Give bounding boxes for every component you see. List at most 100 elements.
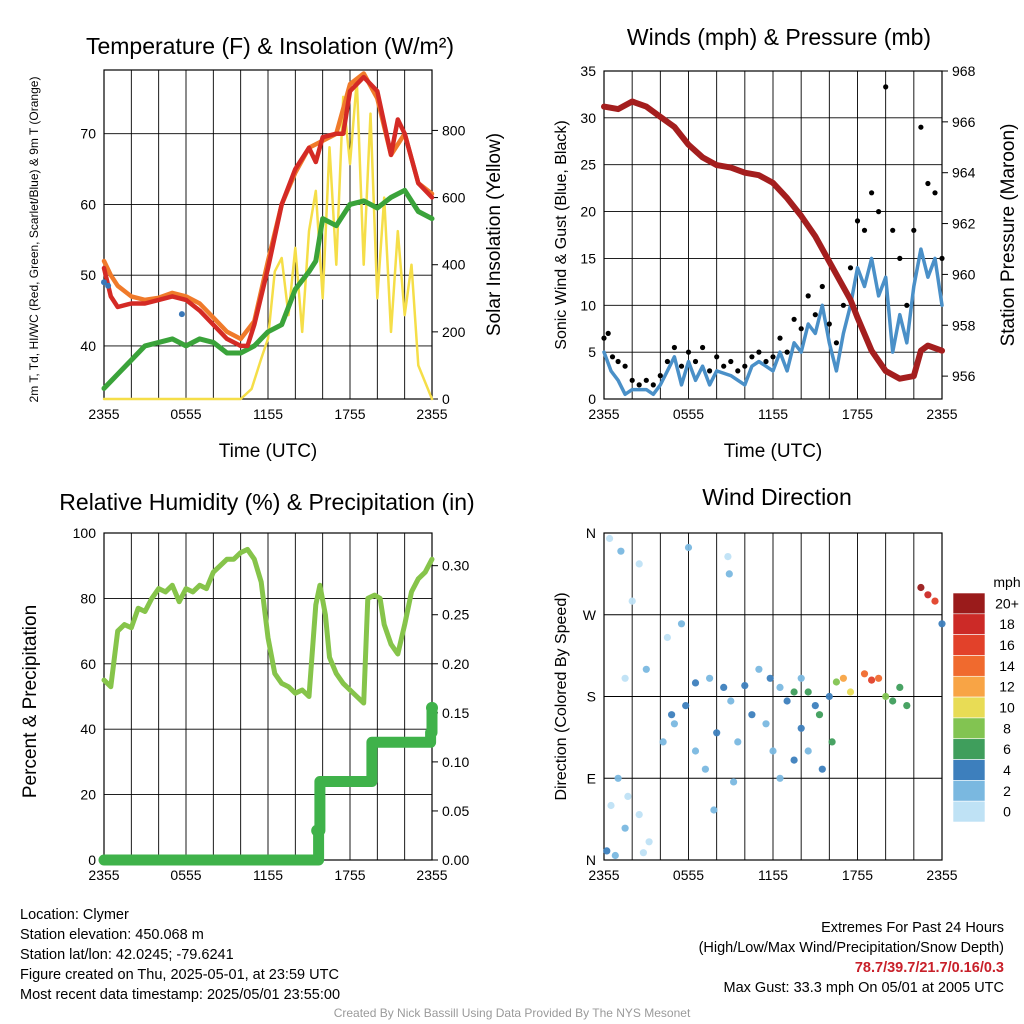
x-tick-label: 0555 — [170, 406, 201, 422]
data-point-gust — [763, 358, 769, 365]
legend-swatch — [952, 800, 986, 823]
wind-direction-point — [825, 692, 833, 701]
data-point-gust — [749, 354, 755, 360]
legend-label: 0 — [1003, 804, 1011, 820]
legend-title: mph — [993, 574, 1020, 590]
y-tick-label-right: 0.15 — [442, 705, 469, 721]
y-tick-label-right: 0 — [442, 391, 450, 407]
wind-direction-point — [797, 674, 805, 682]
y-tick-label-left: 70 — [80, 126, 96, 142]
data-point-hi-wc — [105, 282, 112, 289]
data-point-gust — [636, 382, 642, 388]
series-line-relative-humidity — [101, 546, 435, 706]
wind-direction-point — [677, 620, 686, 628]
wind-direction-point — [741, 682, 749, 690]
data-point-gust — [876, 209, 882, 215]
y-tick-label-left: 15 — [580, 250, 596, 266]
wind-direction-point — [734, 738, 742, 746]
legend-label: 12 — [999, 679, 1015, 695]
y-tick-label-left: 30 — [580, 110, 596, 126]
y-tick-label-left: N — [586, 852, 596, 868]
legend-swatch — [952, 696, 986, 719]
data-point-gust — [756, 349, 762, 355]
wind-direction-point — [783, 697, 791, 705]
wind-direction-point — [839, 674, 848, 682]
extremes-values: 78.7/39.7/21.7/0.16/0.3 — [854, 960, 1004, 976]
legend-label: 8 — [1003, 720, 1011, 736]
wind-direction-point — [730, 778, 738, 786]
wind-direction-point — [706, 674, 714, 682]
wind-direction-point — [818, 765, 826, 773]
legend-swatch — [952, 613, 986, 635]
wind-direction-point — [790, 756, 798, 764]
series-line-sonic-wind — [602, 247, 944, 397]
wind-direction-point — [635, 811, 643, 819]
data-point-precipitation — [311, 824, 324, 837]
x-tick-label: 2355 — [88, 406, 119, 422]
data-point-hi-wc — [101, 279, 107, 286]
data-point-gust — [932, 190, 938, 196]
data-point-gust — [897, 255, 903, 261]
wind-direction-point — [628, 597, 636, 605]
wind-direction-point — [828, 738, 836, 746]
y-tick-label-left: 0 — [588, 391, 596, 407]
data-point-gust — [883, 84, 889, 90]
station-elevation: Station elevation: 450.068 m — [20, 927, 204, 943]
y-tick-label-left: 0 — [88, 852, 96, 868]
y-tick-label-right: 800 — [442, 122, 466, 138]
y-tick-label-right: 958 — [952, 317, 976, 333]
y-tick-label-right: 968 — [952, 63, 976, 79]
wind-direction-point — [938, 620, 946, 628]
wind-direction-point — [776, 774, 784, 782]
wind-direction-point — [724, 553, 732, 561]
y-tick-label-left: 40 — [80, 338, 96, 354]
wind-direction-point — [755, 665, 763, 673]
data-point-gust — [622, 363, 628, 369]
series-line-solar-insolation — [102, 78, 434, 401]
wind-direction-point — [635, 560, 643, 568]
data-point-gust — [925, 180, 931, 187]
data-point-gust — [643, 377, 649, 383]
data-point-gust — [728, 358, 734, 365]
x-tick-label: 1155 — [758, 406, 788, 422]
data-point-gust — [826, 321, 832, 327]
station-location: Location: Clymer — [20, 907, 129, 923]
y-tick-label-right: 200 — [442, 324, 466, 340]
y-tick-label-right: 400 — [442, 257, 466, 273]
y-tick-label-left: 20 — [80, 787, 96, 803]
y-tick-label-left: 60 — [80, 656, 96, 672]
data-point-gust — [609, 354, 616, 360]
data-point-gust — [833, 340, 840, 346]
legend-swatch — [952, 675, 986, 698]
data-point-precipitation — [426, 701, 438, 714]
wind-direction-point — [903, 702, 911, 710]
data-point-gust — [918, 124, 924, 130]
data-point-gust — [777, 335, 783, 341]
y-axis-label-left: Sonic Wind & Gust (Blue, Black) — [553, 120, 570, 349]
wind-direction-point — [727, 697, 735, 705]
data-point-gust — [707, 368, 713, 374]
y-tick-label-left: 80 — [80, 590, 96, 606]
x-tick-label: 0555 — [673, 867, 704, 883]
wind-direction-point — [931, 597, 939, 605]
x-tick-label: 2355 — [926, 406, 957, 422]
wind-direction-point — [659, 738, 667, 746]
y-tick-label-right: 600 — [442, 190, 466, 206]
extremes-subheading: (High/Low/Max Wind/Precipitation/Snow De… — [698, 940, 1004, 956]
y-tick-label-left: 10 — [580, 297, 596, 313]
wind-direction-point — [701, 765, 710, 773]
x-tick-label: 1755 — [842, 867, 873, 883]
wind-direction-point — [624, 792, 632, 801]
extremes-info: Extremes For Past 24 Hours (High/Low/Max… — [699, 918, 1004, 998]
data-point-gust — [692, 358, 699, 365]
wind-direction-point — [606, 534, 614, 543]
legend-swatch — [952, 738, 986, 760]
y-tick-label-left: 60 — [80, 196, 96, 212]
wind-direction-point — [725, 570, 733, 578]
data-point-gust — [784, 349, 790, 355]
wind-direction-point — [776, 683, 784, 692]
legend-swatch — [952, 655, 986, 677]
wind-direction-point — [617, 547, 625, 555]
station-info: Location: Clymer Station elevation: 450.… — [20, 905, 340, 1005]
x-tick-label: 1755 — [334, 867, 365, 883]
